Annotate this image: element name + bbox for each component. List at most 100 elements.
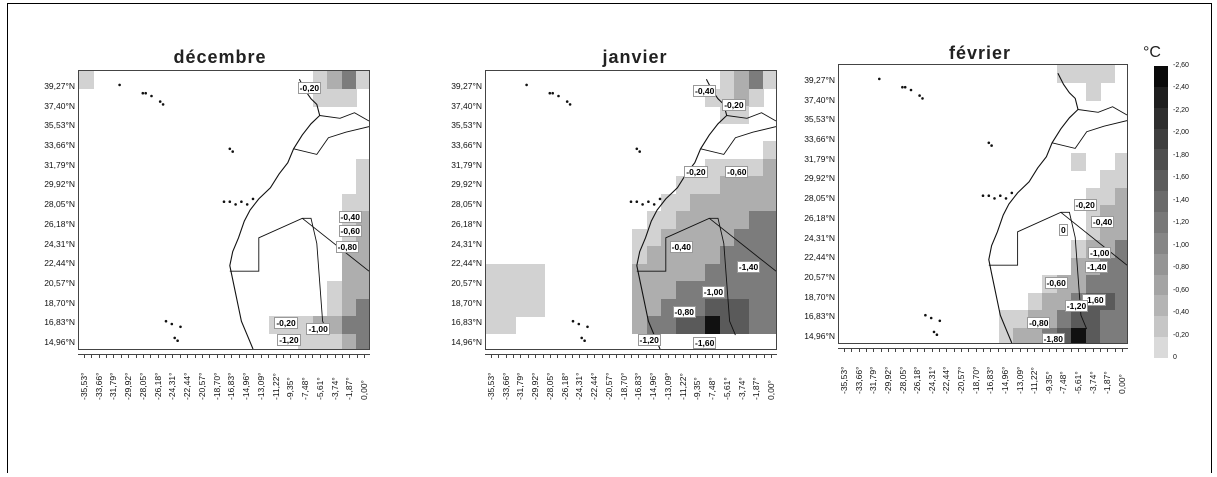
island-mark	[981, 194, 985, 197]
y-tick-label: 28,05°N	[451, 199, 482, 210]
shaded-grid-cell	[719, 176, 735, 194]
x-tick-mark	[1092, 348, 1094, 352]
x-tick-label: -26,18°	[912, 366, 923, 394]
x-tick-mark	[763, 354, 765, 358]
contour-value-label: -0,40	[669, 241, 693, 254]
x-tick-mark	[564, 354, 566, 358]
shaded-grid-cell	[298, 333, 314, 349]
island-mark	[635, 147, 639, 151]
x-tick-mark	[260, 354, 262, 358]
map-area: -0,40 -0,20 -0,20 -0,60 -0,40 -1,40 -1,00 -0,80…	[485, 70, 777, 350]
x-tick-mark	[238, 354, 240, 358]
x-tick-mark	[572, 354, 574, 358]
shaded-grid-cell	[79, 71, 95, 89]
island-mark	[179, 325, 182, 329]
shaded-grid-cell	[356, 281, 369, 299]
y-tick-label: 14,96°N	[804, 331, 835, 341]
shaded-grid-cell	[734, 316, 750, 334]
y-tick-label: 16,83°N	[44, 317, 75, 328]
island-mark	[164, 319, 168, 323]
legend-tick-label: -0,20	[1173, 331, 1189, 339]
y-tick-label: 16,83°N	[451, 317, 482, 328]
x-tick-label: -16,83°	[633, 372, 644, 400]
shaded-grid-cell	[356, 158, 369, 177]
shaded-grid-cell	[327, 281, 343, 299]
shaded-grid-cell	[748, 228, 764, 247]
border-line	[229, 217, 329, 336]
shaded-grid-cell	[763, 281, 776, 299]
shaded-grid-cell	[356, 71, 369, 89]
shaded-grid-cell	[1114, 170, 1127, 188]
x-tick-label: 0,00°	[766, 380, 776, 400]
island-mark	[141, 91, 145, 95]
x-tick-mark	[748, 354, 750, 358]
x-tick-label: -26,18°	[559, 372, 570, 400]
x-tick-label: -18,70°	[211, 372, 222, 400]
shaded-grid-cell	[719, 263, 735, 282]
x-tick-label: -5,61°	[721, 377, 732, 400]
x-tick-mark	[667, 354, 669, 358]
shaded-grid-cell	[1114, 275, 1127, 293]
shaded-grid-cell	[515, 298, 531, 317]
x-tick-mark	[579, 354, 581, 358]
legend-tick-label: -2,60	[1173, 62, 1189, 69]
x-tick-mark	[1026, 348, 1028, 352]
shaded-grid-cell	[719, 316, 735, 334]
shaded-grid-cell	[1100, 327, 1115, 343]
shaded-grid-cell	[632, 298, 648, 317]
x-tick-label: -22,44°	[182, 372, 193, 400]
x-tick-mark	[939, 348, 941, 352]
legend-swatch	[1154, 274, 1168, 296]
x-tick-label: -3,74°	[329, 377, 340, 400]
y-tick-label: 18,70°N	[451, 297, 482, 308]
shaded-grid-cell	[734, 211, 750, 229]
shaded-grid-cell	[748, 211, 764, 229]
x-tick-mark	[1012, 348, 1014, 352]
x-tick-label: -7,48°	[1058, 371, 1069, 394]
shaded-grid-cell	[734, 193, 750, 212]
shaded-grid-cell	[646, 316, 662, 334]
x-tick-mark	[305, 354, 307, 358]
x-tick-label: -31,79°	[868, 366, 879, 394]
y-tick-label: 18,70°N	[44, 297, 75, 308]
x-tick-mark	[312, 354, 314, 358]
shaded-grid-cell	[748, 281, 764, 299]
x-tick-mark	[505, 354, 507, 358]
x-tick-mark	[645, 354, 647, 358]
island-mark	[240, 200, 243, 203]
x-tick-mark	[997, 348, 999, 352]
x-tick-mark	[535, 354, 537, 358]
x-tick-mark	[975, 348, 977, 352]
x-tick-mark	[349, 354, 351, 358]
legend-swatch	[1154, 107, 1168, 130]
x-tick-mark	[98, 354, 100, 358]
shaded-grid-cell	[356, 316, 369, 334]
island-mark	[251, 197, 255, 201]
x-tick-label: -9,35°	[1043, 371, 1054, 394]
x-tick-label: -28,05°	[544, 372, 555, 400]
island-mark	[586, 325, 589, 329]
x-tick-mark	[1048, 348, 1050, 352]
y-tick-label: 24,31°N	[451, 238, 482, 249]
panel-title: janvier	[602, 47, 668, 67]
shaded-grid-cell	[1100, 310, 1115, 328]
legend-tick-label: -0,40	[1173, 309, 1189, 317]
x-tick-label: -22,44°	[589, 372, 600, 400]
x-tick-mark	[1085, 348, 1087, 352]
island-mark	[158, 100, 162, 103]
y-tick-label: 31,79°N	[44, 159, 75, 170]
x-tick-mark	[364, 354, 365, 358]
island-mark	[525, 83, 528, 87]
x-tick-mark	[902, 348, 904, 352]
x-tick-mark	[113, 354, 115, 358]
shaded-grid-cell	[748, 316, 764, 334]
x-tick-mark	[194, 354, 196, 358]
shaded-grid-cell	[675, 263, 691, 282]
x-tick-label: -33,66°	[93, 372, 104, 400]
x-tick-mark	[756, 354, 758, 358]
shaded-grid-cell	[763, 141, 776, 159]
shaded-grid-cell	[1085, 310, 1101, 328]
shaded-grid-cell	[705, 228, 721, 247]
border-line	[1077, 106, 1127, 116]
shaded-grid-cell	[646, 298, 662, 317]
